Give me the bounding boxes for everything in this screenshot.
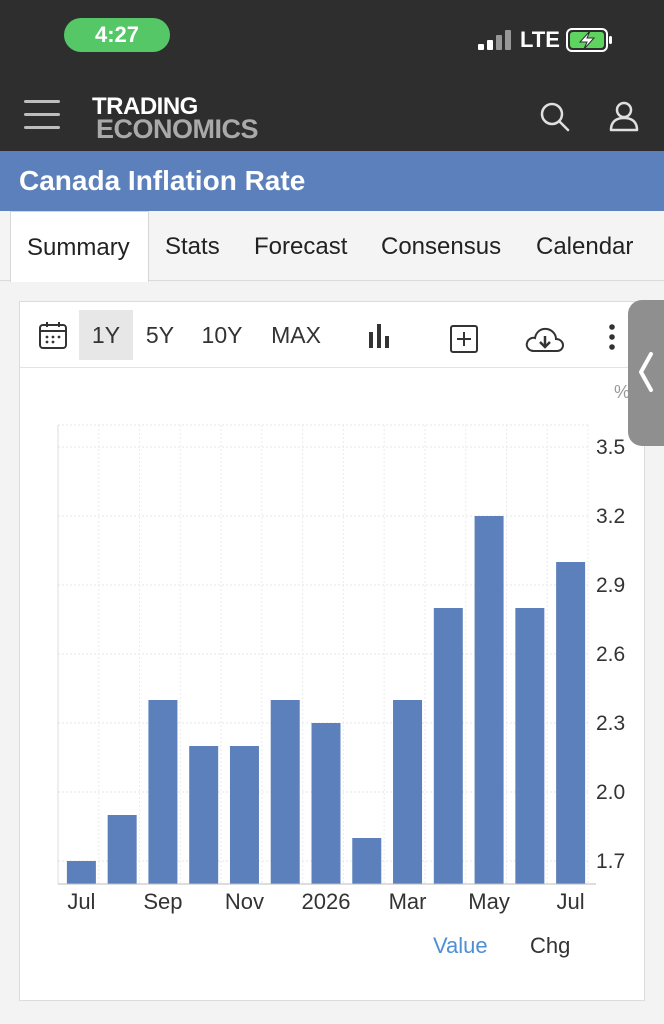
- range-1y-button[interactable]: 1Y: [79, 310, 133, 360]
- y-tick-label-0: 1.7: [596, 850, 625, 873]
- bar-12: [556, 562, 586, 884]
- tab-consensus[interactable]: Consensus: [381, 233, 502, 260]
- x-tick-label-0: Jul: [67, 889, 95, 914]
- bar-10: [474, 516, 504, 884]
- y-tick-label-2: 2.3: [596, 712, 625, 735]
- y-tick-label-4: 2.9: [596, 574, 625, 597]
- tab-forecast[interactable]: Forecast: [254, 233, 348, 260]
- side-panel-handle[interactable]: [628, 300, 664, 446]
- range-max-button[interactable]: MAX: [271, 322, 321, 348]
- bar-0: [66, 861, 96, 884]
- battery-icon: [566, 28, 612, 52]
- legend-chg-toggle[interactable]: Chg: [530, 933, 571, 958]
- y-tick-label-1: 2.0: [596, 781, 625, 804]
- x-tick-label-4: Mar: [389, 889, 427, 914]
- menu-icon[interactable]: [24, 100, 60, 130]
- tab-summary[interactable]: Summary: [10, 211, 149, 282]
- chart-toolbar: 1Y 5Y 10Y MAX: [20, 302, 646, 368]
- search-icon[interactable]: [540, 102, 570, 132]
- chevron-left-icon: [639, 352, 653, 392]
- y-tick-label-6: 3.5: [596, 436, 625, 459]
- x-tick-label-1: Sep: [143, 889, 182, 914]
- y-tick-label-3: 2.6: [596, 643, 625, 666]
- page-title: Canada Inflation Rate: [19, 165, 306, 196]
- x-tick-label-5: May: [468, 889, 510, 914]
- status-time: 4:27: [64, 18, 170, 52]
- bar-chart-icon[interactable]: [368, 322, 392, 350]
- bar-1: [107, 815, 137, 884]
- bar-7: [352, 838, 382, 884]
- logo-line2[interactable]: ECONOMICS: [96, 114, 259, 144]
- tab-stats[interactable]: Stats: [165, 233, 220, 260]
- bar-3: [189, 746, 219, 884]
- tab-bar: Summary Stats Forecast Consensus Calenda…: [0, 211, 664, 282]
- bar-6: [311, 723, 341, 884]
- title-bar: Canada Inflation Rate: [0, 151, 664, 211]
- bar-2: [148, 700, 178, 884]
- tab-calendar[interactable]: Calendar: [536, 233, 634, 260]
- bar-4: [229, 746, 259, 884]
- bar-8: [393, 700, 423, 884]
- unit-label: %: [614, 382, 631, 402]
- range-10y-button[interactable]: 10Y: [201, 322, 243, 348]
- app-header: TRADING ECONOMICS: [0, 76, 664, 151]
- user-icon[interactable]: [608, 100, 640, 132]
- signal-icon: [478, 30, 514, 50]
- status-bar: 4:27 LTE: [0, 0, 664, 76]
- x-tick-label-3: 2026: [302, 889, 351, 914]
- y-tick-label-5: 3.2: [596, 505, 625, 528]
- more-options-icon[interactable]: [608, 324, 616, 350]
- x-tick-label-6: Jul: [557, 889, 585, 914]
- add-indicator-icon[interactable]: [450, 325, 478, 353]
- download-cloud-icon[interactable]: [525, 324, 565, 354]
- x-tick-label-2: Nov: [225, 889, 264, 914]
- network-type: LTE: [520, 27, 560, 52]
- bar-5: [270, 700, 300, 884]
- range-5y-button[interactable]: 5Y: [145, 322, 175, 348]
- bar-11: [515, 608, 545, 884]
- legend-value-toggle[interactable]: Value: [433, 933, 488, 958]
- calendar-icon[interactable]: [38, 320, 68, 350]
- logo-line1[interactable]: TRADING: [92, 93, 198, 120]
- bar-9: [433, 608, 463, 884]
